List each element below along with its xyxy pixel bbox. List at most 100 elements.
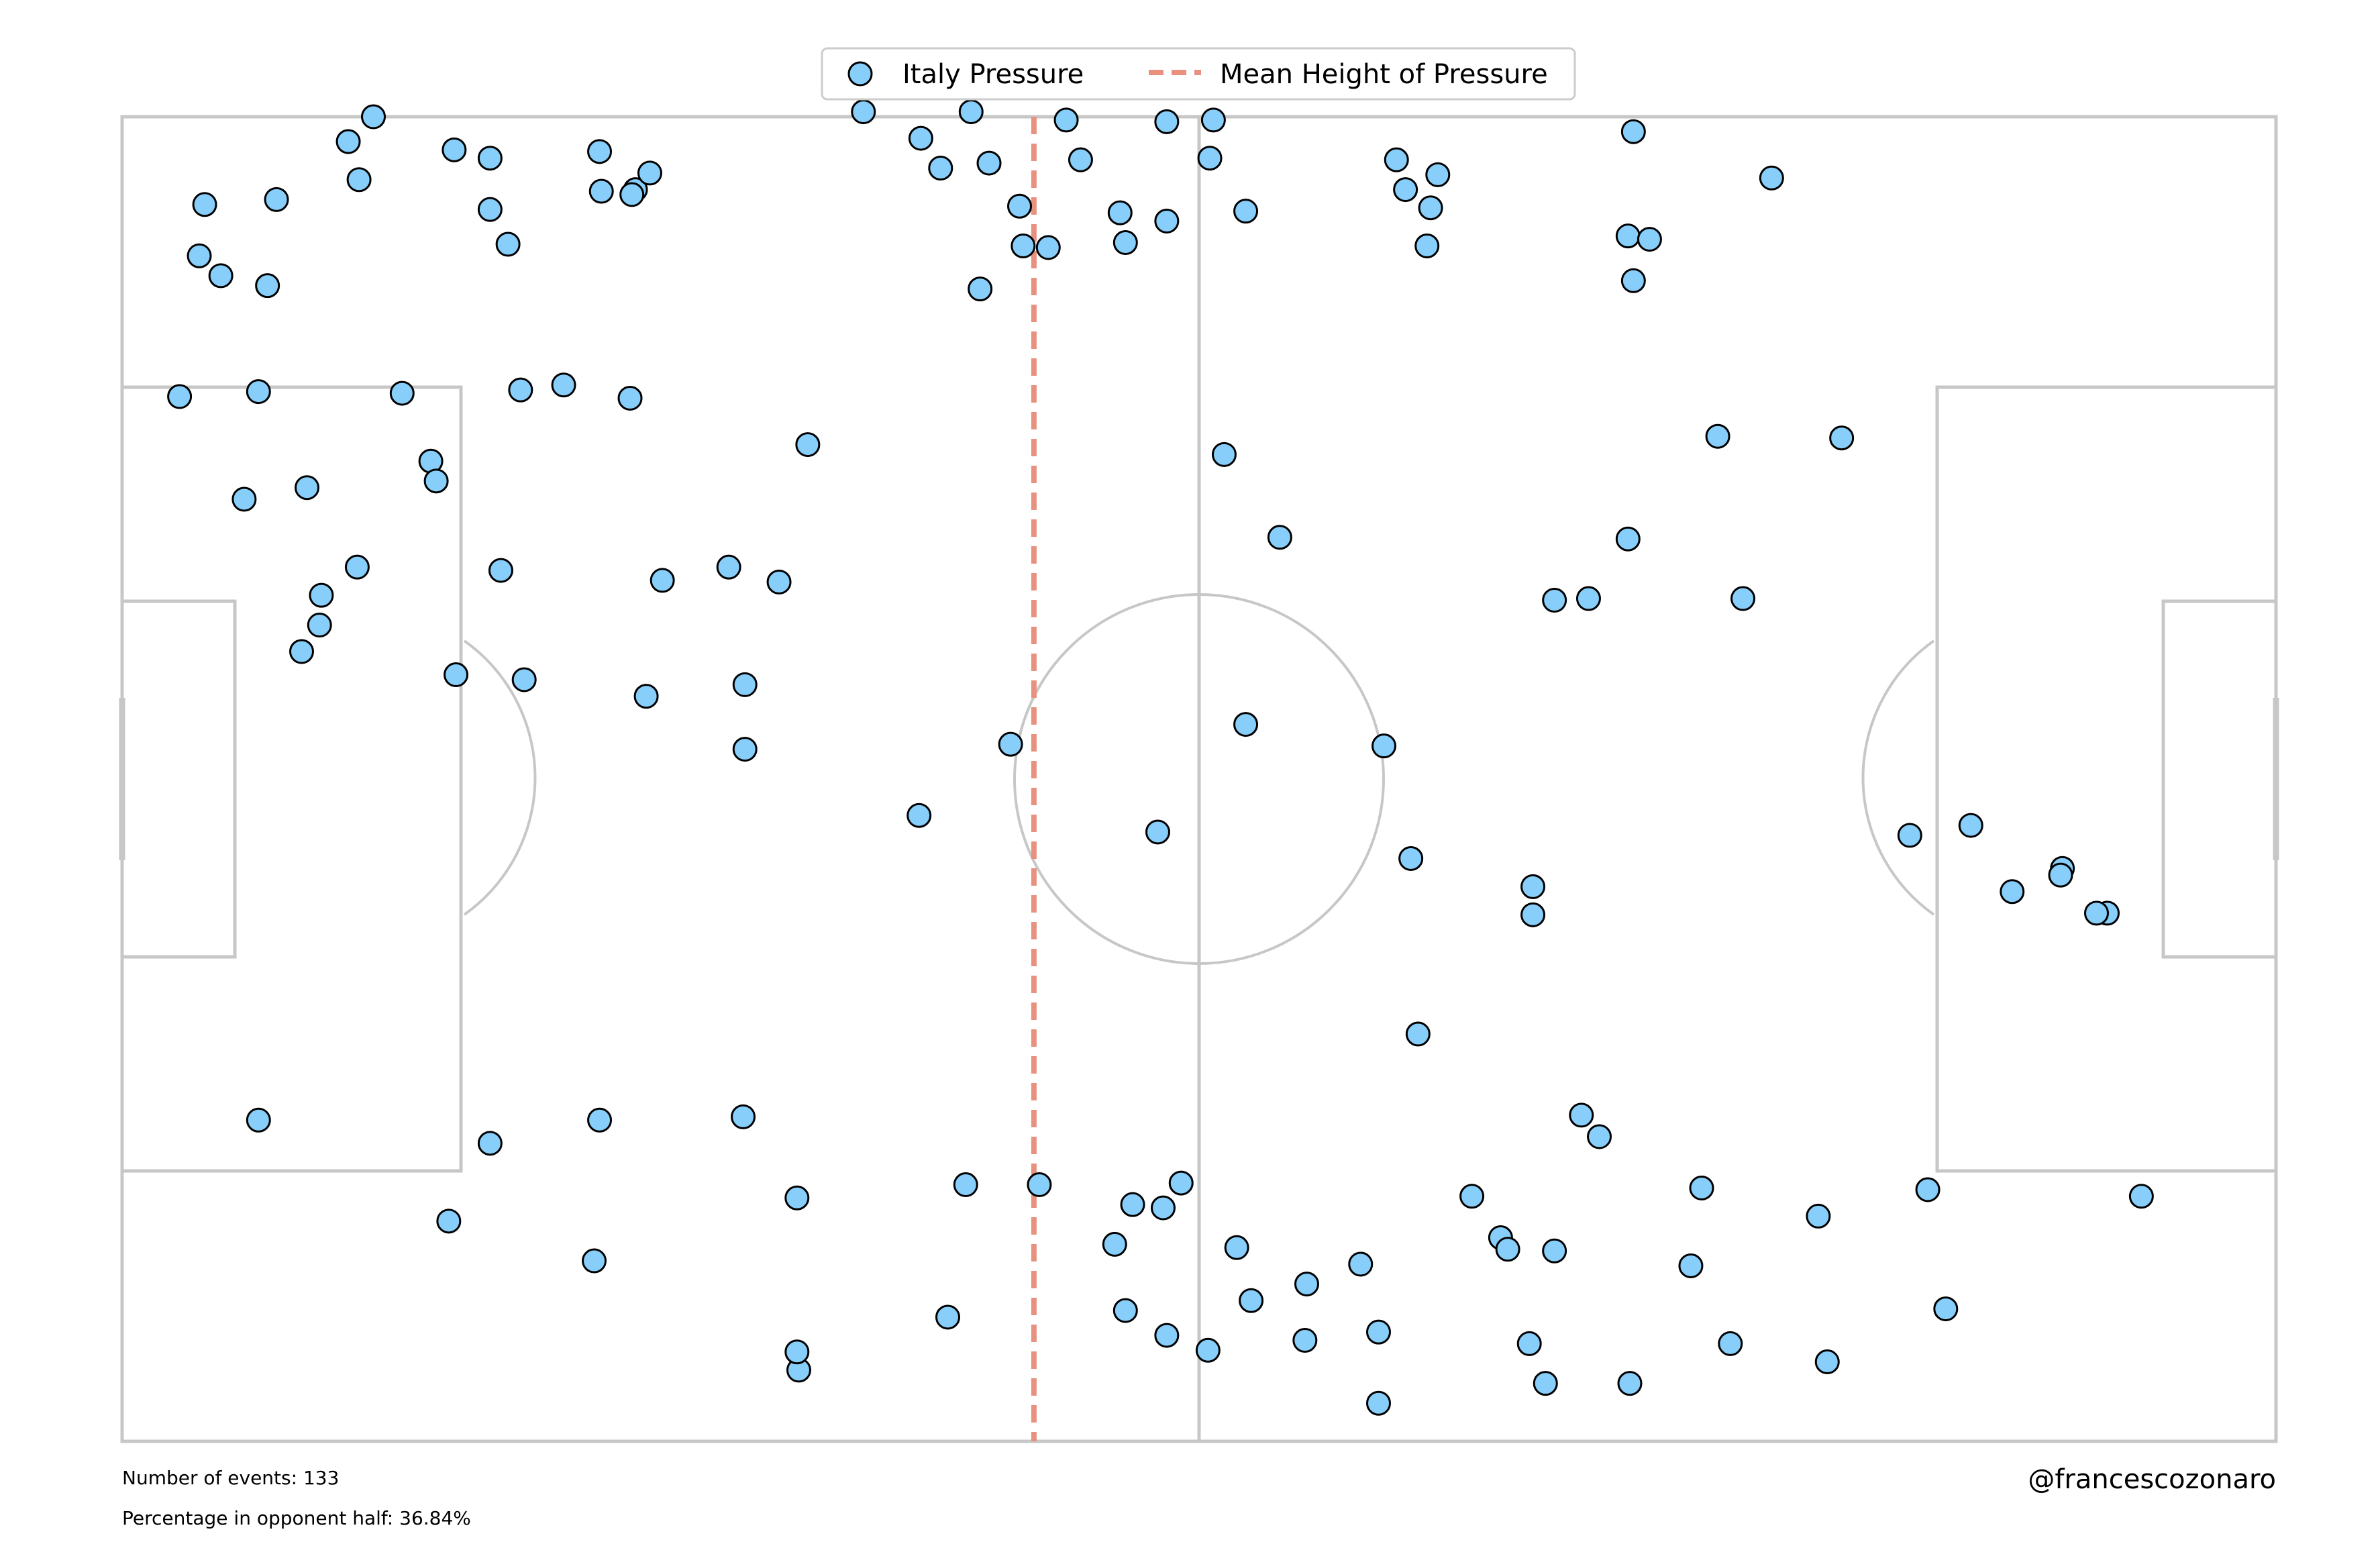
pressure-point-23 [1053, 107, 1079, 133]
pressure-point-69 [1705, 423, 1730, 449]
pressure-point-92 [1102, 1231, 1127, 1257]
pressure-point-74 [732, 737, 758, 762]
pressure-point-75 [907, 803, 932, 828]
pressure-point-108 [1542, 1238, 1567, 1264]
pressure-point-29 [1200, 107, 1226, 133]
pressure-point-117 [1533, 1371, 1558, 1396]
pressure-point-9 [587, 139, 613, 164]
pressure-point-106 [1587, 1124, 1612, 1149]
pressure-point-30 [1197, 146, 1223, 171]
pressure-point-119 [1689, 1175, 1714, 1200]
centre-circle [1013, 593, 1385, 965]
pressure-point-41 [1759, 165, 1784, 191]
pressure-point-129 [551, 372, 576, 398]
pressure-point-121 [1933, 1296, 1959, 1322]
pressure-point-68 [1829, 425, 1855, 451]
pressure-point-128 [246, 379, 271, 405]
pressure-point-4 [361, 104, 386, 130]
pressure-point-26 [1113, 230, 1138, 256]
pressure-point-19 [1007, 193, 1032, 219]
pressure-point-70 [444, 662, 469, 688]
pressure-point-53 [1211, 442, 1237, 467]
pressure-point-77 [1145, 819, 1170, 845]
left-penalty-arc [463, 639, 537, 916]
pressure-point-7 [477, 197, 503, 222]
pressure-point-99 [935, 1304, 960, 1330]
pressure-point-109 [1459, 1184, 1485, 1209]
pressure-point-14 [851, 99, 876, 125]
pressure-point-85 [477, 1131, 503, 1156]
pressure-point-81 [1520, 902, 1546, 927]
pressure-point-76 [998, 731, 1023, 757]
pressure-point-91 [1120, 1192, 1145, 1217]
pressure-point-79 [1372, 733, 1397, 759]
pressure-point-125 [1958, 813, 1983, 838]
pressure-point-61 [716, 554, 741, 580]
pressure-point-111 [1516, 1331, 1542, 1356]
pressure-point-98 [1154, 1323, 1180, 1348]
pressure-point-134 [1405, 1021, 1431, 1047]
pressure-point-94 [1151, 1195, 1176, 1221]
pressure-point-35 [1418, 195, 1443, 221]
pressure-point-22 [968, 276, 993, 302]
pressure-point-113 [1366, 1390, 1391, 1416]
pitch [119, 115, 2279, 1443]
pressure-point-16 [928, 155, 953, 181]
pressure-point-115 [1718, 1331, 1743, 1356]
pressure-point-71 [511, 667, 537, 692]
pressure-point-114 [1678, 1253, 1704, 1278]
pressure-point-105 [1569, 1102, 1594, 1128]
pressure-point-17 [958, 99, 984, 125]
pressure-point-46 [389, 380, 415, 406]
pressure-point-12 [619, 182, 645, 207]
pressure-point-131 [582, 1248, 607, 1274]
pressure-point-65 [1615, 526, 1641, 552]
pressure-point-27 [1154, 109, 1180, 134]
events-count-text: Number of events: 133 [122, 1467, 339, 1489]
pressure-point-116 [1495, 1237, 1520, 1262]
pressure-point-37 [1620, 119, 1646, 144]
pressure-point-87 [731, 1104, 756, 1129]
pressure-points [167, 99, 2154, 1416]
left-penalty-box [120, 385, 463, 1173]
pressure-point-64 [1575, 586, 1601, 611]
pressure-point-102 [1294, 1272, 1319, 1297]
pressure-point-38 [1615, 223, 1641, 249]
pressure-point-54 [231, 486, 257, 512]
pressure-point-132 [784, 1339, 810, 1365]
pressure-point-86 [587, 1107, 613, 1133]
pressure-point-88 [784, 1185, 810, 1210]
pressure-point-59 [488, 558, 513, 583]
pressure-point-33 [1393, 177, 1418, 203]
pressure-point-130 [436, 1208, 462, 1234]
pressure-point-0 [192, 192, 217, 217]
left-six-yard-box [120, 599, 237, 959]
pressure-point-39 [1620, 268, 1646, 293]
pressure-point-127 [2128, 1184, 2154, 1209]
pressure-point-90 [953, 1172, 978, 1198]
pressure-point-10 [588, 178, 614, 204]
pressure-point-118 [1915, 1177, 1941, 1202]
pressure-point-1 [264, 187, 289, 212]
pressure-point-43 [208, 263, 234, 289]
pressure-point-122 [2000, 879, 2025, 905]
pressure-point-44 [255, 273, 280, 299]
pressure-point-3 [346, 167, 372, 193]
pressure-point-67 [1730, 586, 1756, 611]
pressure-point-25 [1107, 200, 1133, 225]
pressure-point-63 [1267, 525, 1292, 550]
pressure-point-24 [1068, 147, 1093, 172]
pressure-point-82 [1520, 874, 1546, 899]
pressure-point-6 [477, 146, 503, 171]
pressure-point-95 [1224, 1235, 1249, 1260]
pressure-point-101 [1348, 1251, 1374, 1277]
pressure-point-104 [1292, 1327, 1318, 1353]
credit-text: @francescozonaro [2028, 1464, 2276, 1495]
pressure-point-103 [1239, 1288, 1264, 1313]
pressure-point-20 [1035, 235, 1061, 260]
pressure-point-34 [1425, 162, 1451, 187]
pressure-point-47 [508, 377, 533, 403]
pressure-point-57 [307, 613, 332, 638]
pressure-point-58 [289, 639, 314, 664]
